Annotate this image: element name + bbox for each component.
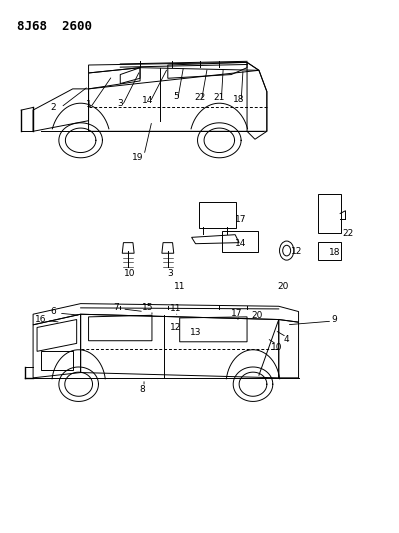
- Text: 17: 17: [235, 215, 247, 224]
- Text: 21: 21: [213, 93, 225, 102]
- Text: 18: 18: [328, 248, 340, 257]
- Text: 11: 11: [170, 304, 182, 313]
- Text: 8J68  2600: 8J68 2600: [17, 20, 92, 33]
- Text: 5: 5: [173, 92, 179, 101]
- Text: 7: 7: [113, 303, 119, 312]
- Text: 12: 12: [170, 323, 182, 332]
- Text: 2: 2: [50, 103, 56, 112]
- Text: 12: 12: [291, 247, 302, 256]
- Text: 10: 10: [124, 269, 136, 278]
- Text: 3: 3: [117, 99, 123, 108]
- Text: 3: 3: [167, 269, 173, 278]
- Text: 15: 15: [142, 303, 154, 312]
- Text: 1: 1: [86, 100, 91, 109]
- Text: 4: 4: [284, 335, 290, 344]
- Text: 10: 10: [271, 343, 282, 352]
- Text: 20: 20: [277, 282, 288, 291]
- Text: 8: 8: [139, 385, 145, 394]
- Text: 22: 22: [194, 93, 205, 102]
- Text: 17: 17: [231, 309, 243, 318]
- Text: 16: 16: [35, 315, 47, 324]
- Text: 11: 11: [174, 282, 186, 291]
- Text: 14: 14: [235, 239, 247, 248]
- Text: 13: 13: [190, 328, 201, 337]
- Text: 22: 22: [342, 229, 354, 238]
- Text: 9: 9: [331, 315, 337, 324]
- Text: 18: 18: [233, 95, 245, 104]
- Text: 14: 14: [142, 96, 154, 105]
- Text: 19: 19: [132, 154, 144, 163]
- Text: 6: 6: [50, 307, 56, 316]
- Text: 20: 20: [251, 311, 263, 320]
